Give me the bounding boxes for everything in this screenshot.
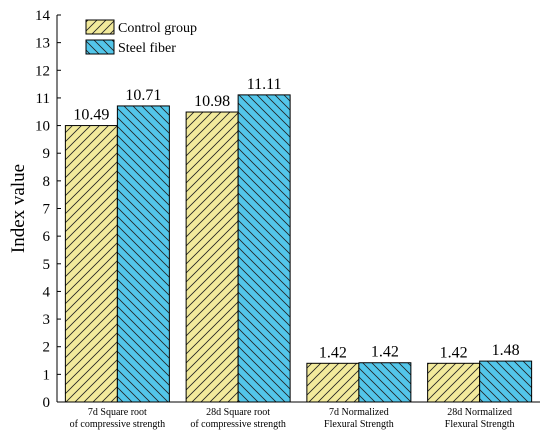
bar: [306, 362, 360, 403]
data-label: 11.11: [247, 76, 282, 93]
x-tick-label: Flexural Strength: [445, 419, 515, 430]
y-tick-label: 8: [43, 174, 51, 190]
legend-label: Control group: [118, 21, 197, 36]
bar: [64, 125, 118, 403]
y-tick-label: 4: [43, 284, 51, 300]
y-tick-label: 12: [35, 63, 50, 79]
y-tick-label: 0: [43, 395, 51, 411]
legend-swatch: [85, 39, 115, 55]
x-tick-label: Flexural Strength: [324, 419, 394, 430]
x-tick-label: 28d Square root: [206, 407, 270, 418]
legend-swatch: [85, 19, 115, 35]
data-label: 1.42: [440, 344, 468, 361]
x-tick-label: of compressive strength: [70, 419, 166, 430]
data-label: 10.71: [125, 87, 161, 104]
data-label: 1.48: [492, 342, 520, 359]
data-label: 1.42: [319, 344, 347, 361]
legend-label: Steel fiber: [118, 41, 176, 56]
bar: [116, 105, 170, 403]
y-tick-label: 13: [35, 36, 50, 52]
x-tick-label: 7d Square root: [88, 407, 147, 418]
x-tick-label: of compressive strength: [190, 419, 286, 430]
y-tick-label: 6: [43, 229, 51, 245]
bar: [185, 111, 239, 403]
bar: [358, 362, 412, 403]
data-label: 10.49: [73, 107, 109, 124]
y-tick-label: 5: [43, 257, 51, 273]
y-tick-label: 14: [35, 8, 51, 24]
x-tick-label: 7d Normalized: [329, 407, 389, 418]
y-axis-label: Index value: [8, 164, 29, 253]
y-tick-label: 10: [35, 119, 50, 135]
y-tick-label: 1: [43, 367, 51, 383]
bar: [479, 360, 533, 403]
y-tick-label: 9: [43, 146, 51, 162]
bar: [237, 94, 291, 403]
y-tick-label: 11: [36, 91, 50, 107]
y-tick-label: 7: [43, 202, 51, 218]
bar: [427, 362, 481, 403]
y-tick-label: 2: [43, 340, 51, 356]
y-tick-label: 3: [43, 312, 51, 328]
x-tick-label: 28d Normalized: [447, 407, 512, 418]
data-label: 10.98: [194, 93, 230, 110]
data-label: 1.42: [371, 344, 399, 361]
